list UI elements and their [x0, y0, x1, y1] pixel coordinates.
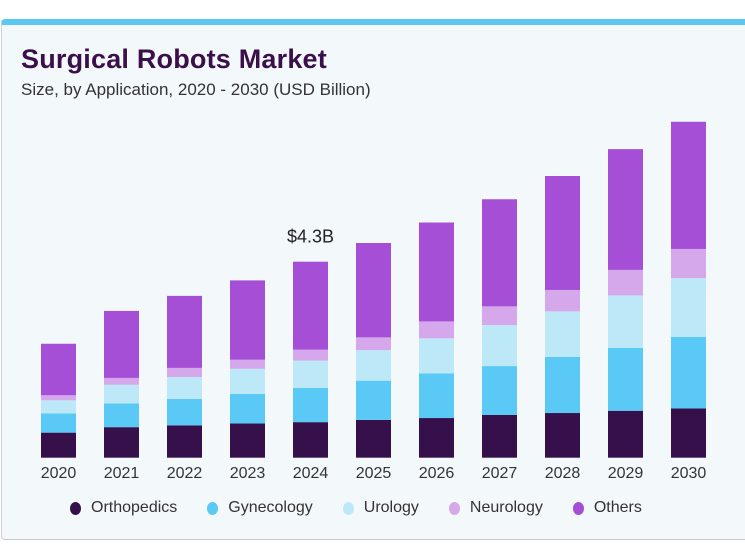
bar-others-2029 [608, 149, 643, 270]
bar-orthopedics-2022 [167, 425, 202, 458]
chart-subtitle: Size, by Application, 2020 - 2030 (USD B… [21, 80, 371, 99]
bar-urology-2027 [482, 325, 517, 367]
legend-item-neurology: Neurology [448, 499, 543, 517]
legend-swatch-icon [207, 501, 219, 515]
bar-urology-2023 [230, 368, 265, 394]
bar-orthopedics-2029 [608, 410, 643, 458]
bar-neurology-2026 [419, 321, 454, 339]
chart-title: Surgical Robots Market [21, 44, 327, 74]
legend: Orthopedics Gynecology Urology Neurology Oth… [70, 499, 672, 517]
bar-urology-2024 [293, 360, 328, 388]
x-tick-label: 2026 [419, 465, 455, 482]
bar-neurology-2030 [671, 248, 706, 279]
bar-others-2028 [545, 176, 580, 290]
legend-swatch-icon [448, 501, 460, 515]
bar-others-2025 [356, 243, 391, 338]
x-tick-label: 2024 [293, 465, 329, 482]
bar-orthopedics-2030 [671, 408, 706, 458]
bar-orthopedics-2026 [419, 418, 454, 458]
bar-others-2021 [104, 310, 139, 378]
bar-neurology-2023 [230, 359, 265, 369]
legend-label: Neurology [469, 499, 543, 516]
bar-orthopedics-2024 [293, 422, 328, 458]
bar-urology-2026 [419, 338, 454, 374]
x-tick-label: 2025 [356, 465, 392, 482]
legend-item-gynecology: Gynecology [207, 499, 313, 517]
bar-gynecology-2025 [356, 380, 391, 420]
x-tick-label: 2021 [104, 465, 140, 482]
x-tick-label: 2030 [671, 465, 707, 482]
legend-label: Urology [363, 499, 419, 516]
legend-item-urology: Urology [342, 499, 419, 517]
bar-gynecology-2023 [230, 393, 265, 424]
bar-orthopedics-2025 [356, 419, 391, 458]
bar-urology-2021 [104, 384, 139, 404]
bar-others-2020 [41, 343, 76, 396]
legend-label: Gynecology [228, 499, 313, 516]
legend-swatch-icon [342, 501, 354, 515]
bar-neurology-2029 [608, 269, 643, 296]
bar-gynecology-2020 [41, 413, 76, 433]
bar-urology-2028 [545, 311, 580, 357]
bar-urology-2022 [167, 377, 202, 399]
legend-label: Orthopedics [91, 499, 178, 516]
bar-others-2023 [230, 280, 265, 360]
legend-swatch-icon [572, 501, 584, 515]
bar-neurology-2027 [482, 306, 517, 326]
bar-gynecology-2029 [608, 347, 643, 411]
bar-orthopedics-2028 [545, 413, 580, 458]
x-tick-label: 2027 [482, 465, 518, 482]
bar-orthopedics-2027 [482, 414, 517, 458]
bar-gynecology-2030 [671, 336, 706, 409]
bar-others-2027 [482, 199, 517, 307]
bar-urology-2030 [671, 278, 706, 337]
bar-neurology-2022 [167, 367, 202, 378]
x-tick-label: 2029 [608, 465, 644, 482]
bar-neurology-2025 [356, 337, 391, 351]
bar-urology-2020 [41, 400, 76, 414]
bar-urology-2029 [608, 295, 643, 348]
data-label-annotation: $4.3B [287, 227, 334, 247]
bar-orthopedics-2021 [104, 427, 139, 458]
legend-item-others: Others [572, 499, 642, 517]
bar-neurology-2021 [104, 377, 139, 385]
bar-others-2022 [167, 295, 202, 368]
bar-others-2030 [671, 121, 706, 249]
bar-urology-2025 [356, 350, 391, 381]
bar-gynecology-2021 [104, 403, 139, 428]
bar-others-2026 [419, 222, 454, 322]
bar-others-2024 [293, 261, 328, 350]
bar-neurology-2020 [41, 395, 76, 401]
legend-item-orthopedics: Orthopedics [70, 499, 177, 517]
legend-swatch-icon [70, 501, 81, 515]
bar-neurology-2028 [545, 289, 580, 312]
legend-label: Others [593, 499, 642, 516]
bar-gynecology-2026 [419, 373, 454, 419]
bar-gynecology-2022 [167, 398, 202, 426]
bar-gynecology-2028 [545, 356, 580, 414]
x-tick-label: 2023 [230, 465, 266, 482]
x-tick-label: 2020 [41, 465, 77, 482]
bar-orthopedics-2020 [41, 432, 76, 458]
bar-orthopedics-2023 [230, 423, 265, 458]
x-tick-label: 2022 [167, 465, 203, 482]
bar-gynecology-2027 [482, 366, 517, 415]
bar-neurology-2024 [293, 349, 328, 361]
x-tick-label: 2028 [545, 465, 581, 482]
bar-gynecology-2024 [293, 387, 328, 423]
